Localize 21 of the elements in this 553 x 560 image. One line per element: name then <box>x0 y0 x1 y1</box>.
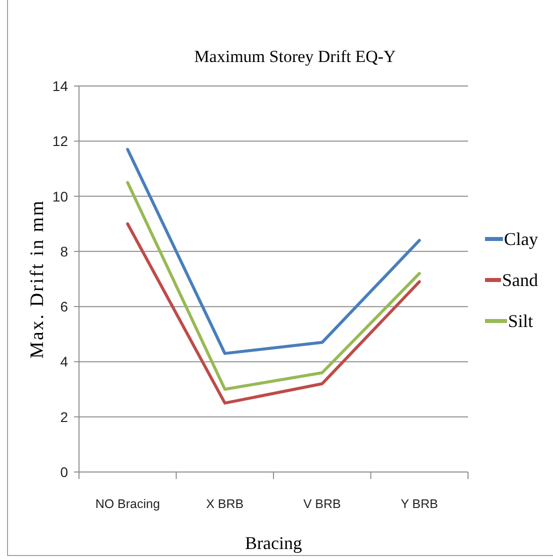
line-series <box>126 222 421 405</box>
y-tick-label: 10 <box>52 188 68 204</box>
y-tick-label: 8 <box>60 243 68 260</box>
y-tick-label: 2 <box>60 408 68 425</box>
y-tick-label: 0 <box>60 464 68 480</box>
x-tick-label: X BRB <box>206 496 244 511</box>
y-tick-label: 4 <box>60 354 68 370</box>
x-axis-title: Bracing <box>244 533 303 554</box>
x-tick-label: V BRB <box>303 496 341 511</box>
legend-label: Silt <box>508 310 534 332</box>
y-tick-label: 12 <box>52 133 68 150</box>
line-series <box>126 148 421 355</box>
line-series <box>126 181 421 391</box>
legend-label: Sand <box>502 270 538 290</box>
x-tick-label: Y BRB <box>400 496 438 511</box>
y-tick-label: 14 <box>52 78 68 94</box>
y-axis-title: Max. Drift in mm <box>27 199 49 359</box>
legend-label: Clay <box>504 228 538 250</box>
chart-title: Maximum Storey Drift EQ-Y <box>193 47 397 67</box>
x-tick-label: NO Bracing <box>95 496 160 511</box>
y-tick-label: 6 <box>60 298 68 315</box>
